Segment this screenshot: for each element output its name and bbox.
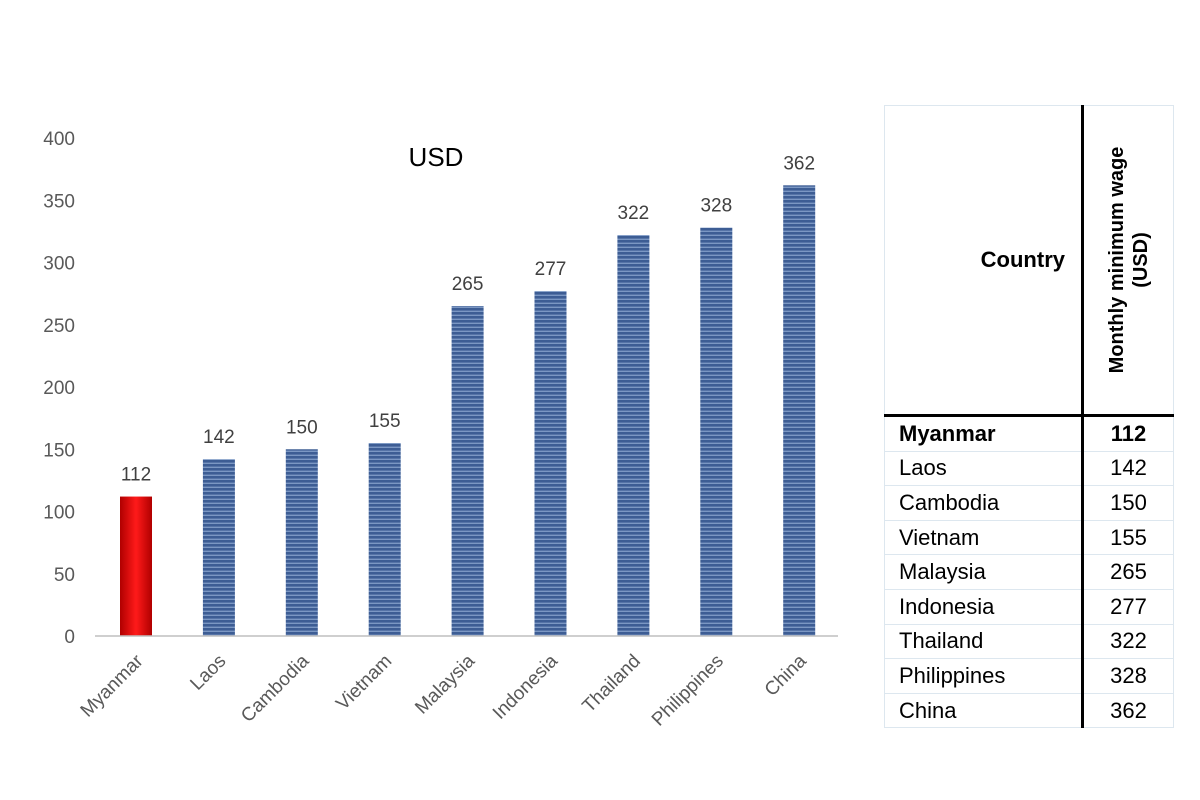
- x-tick-label: Laos: [186, 651, 230, 695]
- bar-cambodia: [285, 449, 318, 636]
- y-axis: 0 50 100 150 200 250 300 350 400: [43, 129, 75, 648]
- y-tick-label: 200: [43, 378, 75, 399]
- data-label: 277: [535, 259, 567, 280]
- x-tick-label: China: [761, 650, 811, 700]
- table-row: Vietnam 155: [884, 520, 1174, 556]
- data-labels: 112 142 150 155 265 277 322 328 362: [121, 153, 815, 485]
- wage-table: Country Monthly minimum wage (USD) Myanm…: [884, 105, 1174, 729]
- wage-header: Monthly minimum wage (USD): [1081, 105, 1174, 417]
- data-label: 155: [369, 411, 401, 432]
- data-label: 328: [700, 196, 732, 217]
- data-label: 150: [286, 417, 318, 438]
- country-cell: China: [884, 693, 1083, 729]
- y-tick-label: 100: [43, 503, 75, 524]
- bar-malaysia: [451, 306, 484, 636]
- y-tick-label: 300: [43, 254, 75, 275]
- country-cell: Myanmar: [884, 415, 1083, 452]
- x-tick-label: Cambodia: [237, 650, 313, 726]
- data-label: 112: [121, 465, 151, 486]
- wage-cell: 277: [1081, 589, 1174, 625]
- x-axis: Myanmar Laos Cambodia Vietnam Malaysia Indone…: [77, 650, 811, 730]
- bar-myanmar: [120, 496, 152, 636]
- data-label: 362: [783, 153, 815, 174]
- table-body: Myanmar 112 Laos 142 Cambodia 150 Vietnam 155 Ma…: [884, 415, 1174, 729]
- country-cell: Thailand: [884, 624, 1083, 660]
- x-tick-label: Thailand: [579, 651, 645, 717]
- bars: [120, 185, 816, 637]
- table-row: China 362: [884, 693, 1174, 729]
- data-label: 265: [452, 274, 484, 295]
- x-tick-label: Indonesia: [489, 650, 562, 723]
- y-tick-label: 0: [64, 627, 75, 648]
- y-tick-label: 50: [54, 565, 75, 586]
- x-tick-label: Malaysia: [411, 650, 479, 718]
- table-header-row: Country Monthly minimum wage (USD): [884, 105, 1174, 417]
- wage-header-label: Monthly minimum wage (USD): [1105, 146, 1152, 374]
- bar-vietnam: [368, 443, 401, 636]
- bar-china: [783, 185, 816, 636]
- table-row: Philippines 328: [884, 658, 1174, 694]
- wage-cell: 362: [1081, 693, 1174, 729]
- country-cell: Cambodia: [884, 485, 1083, 521]
- bar-indonesia: [534, 291, 567, 636]
- bar-thailand: [617, 235, 650, 637]
- table-row: Laos 142: [884, 451, 1174, 487]
- wage-cell: 142: [1081, 451, 1174, 487]
- bar-laos: [202, 459, 235, 636]
- wage-cell: 328: [1081, 658, 1174, 694]
- chart-title: USD: [409, 142, 464, 172]
- y-tick-label: 400: [43, 129, 75, 150]
- table-row: Myanmar 112: [884, 415, 1174, 452]
- wage-cell: 112: [1081, 415, 1174, 452]
- data-label: 142: [203, 427, 235, 448]
- data-label: 322: [618, 203, 650, 224]
- wage-cell: 265: [1081, 554, 1174, 590]
- x-tick-label: Myanmar: [77, 650, 148, 721]
- country-cell: Indonesia: [884, 589, 1083, 625]
- country-cell: Malaysia: [884, 554, 1083, 590]
- wage-cell: 155: [1081, 520, 1174, 556]
- table-row: Indonesia 277: [884, 589, 1174, 625]
- table-row: Malaysia 265: [884, 554, 1174, 590]
- x-tick-label: Philippines: [648, 651, 728, 731]
- country-cell: Philippines: [884, 658, 1083, 694]
- x-tick-label: Vietnam: [332, 651, 396, 715]
- country-cell: Laos: [884, 451, 1083, 487]
- country-header: Country: [884, 105, 1083, 417]
- y-tick-label: 250: [43, 316, 75, 337]
- y-tick-label: 150: [43, 440, 75, 461]
- wage-cell: 322: [1081, 624, 1174, 660]
- y-tick-label: 350: [43, 191, 75, 212]
- bar-chart: USD 0 50 100 150 200 250 300 350 400 112 142 150 15…: [43, 129, 838, 731]
- bar-philippines: [700, 227, 733, 636]
- wage-cell: 150: [1081, 485, 1174, 521]
- table-row: Thailand 322: [884, 624, 1174, 660]
- country-cell: Vietnam: [884, 520, 1083, 556]
- table-row: Cambodia 150: [884, 485, 1174, 521]
